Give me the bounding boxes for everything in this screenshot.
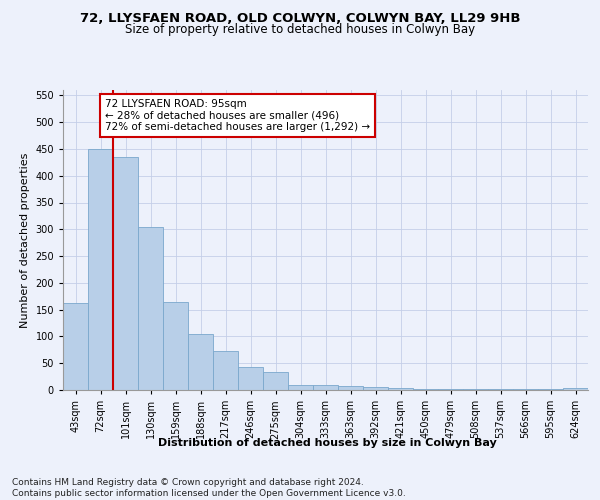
Text: 72 LLYSFAEN ROAD: 95sqm
← 28% of detached houses are smaller (496)
72% of semi-d: 72 LLYSFAEN ROAD: 95sqm ← 28% of detache… bbox=[105, 99, 370, 132]
Bar bbox=[413, 389, 438, 390]
Bar bbox=[63, 302, 88, 390]
Bar bbox=[138, 226, 163, 390]
Bar bbox=[388, 388, 413, 390]
Bar bbox=[338, 386, 363, 390]
Text: Size of property relative to detached houses in Colwyn Bay: Size of property relative to detached ho… bbox=[125, 22, 475, 36]
Bar bbox=[238, 367, 263, 390]
Bar bbox=[113, 157, 138, 390]
Bar bbox=[88, 149, 113, 390]
Bar bbox=[163, 302, 188, 390]
Bar bbox=[263, 372, 288, 390]
Y-axis label: Number of detached properties: Number of detached properties bbox=[20, 152, 30, 328]
Bar bbox=[563, 388, 588, 390]
Bar bbox=[188, 334, 213, 390]
Bar bbox=[288, 384, 313, 390]
Bar bbox=[363, 388, 388, 390]
Text: 72, LLYSFAEN ROAD, OLD COLWYN, COLWYN BAY, LL29 9HB: 72, LLYSFAEN ROAD, OLD COLWYN, COLWYN BA… bbox=[80, 12, 520, 26]
Bar bbox=[313, 384, 338, 390]
Bar bbox=[213, 351, 238, 390]
Bar bbox=[438, 389, 463, 390]
Text: Distribution of detached houses by size in Colwyn Bay: Distribution of detached houses by size … bbox=[158, 438, 496, 448]
Text: Contains HM Land Registry data © Crown copyright and database right 2024.
Contai: Contains HM Land Registry data © Crown c… bbox=[12, 478, 406, 498]
